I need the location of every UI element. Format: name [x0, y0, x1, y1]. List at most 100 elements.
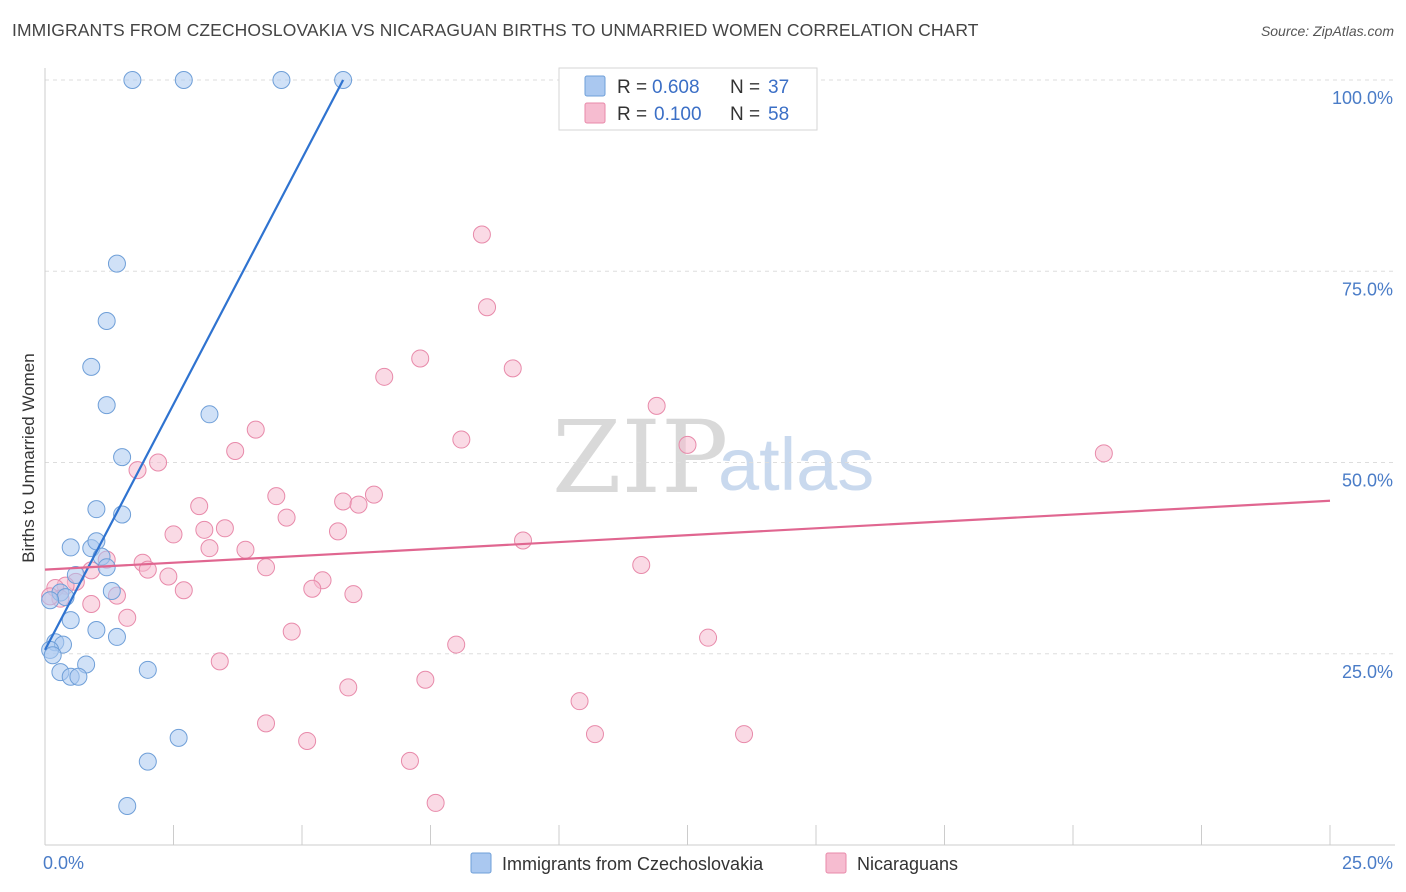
y-axis-label: Births to Unmarried Women: [19, 353, 38, 562]
y-tick-label-0: 25.0%: [1342, 662, 1393, 682]
point-nicaraguans-10: [1094, 444, 1113, 463]
point-nicaraguans-49: [339, 678, 358, 697]
point-nicaraguans-18: [277, 508, 296, 527]
point-nicaraguans-52: [298, 731, 317, 750]
point-czechoslovakia-35: [118, 796, 137, 815]
point-nicaraguans-43: [118, 608, 137, 627]
point-czechoslovakia-9: [113, 448, 132, 467]
bottom-legend-label-czechoslovakia: Immigrants from Czechoslovakia: [502, 854, 764, 874]
point-nicaraguans-7: [226, 442, 245, 461]
point-nicaraguans-3: [375, 367, 394, 386]
point-nicaraguans-42: [82, 595, 101, 614]
point-czechoslovakia-10: [87, 500, 106, 519]
point-czechoslovakia-8: [200, 405, 219, 424]
point-nicaraguans-50: [570, 692, 589, 711]
x-tick-labels: 0.0% 25.0%: [43, 853, 1393, 873]
legend-r-label-1: R =: [617, 77, 647, 98]
point-nicaraguans-56: [426, 793, 445, 812]
point-nicaraguans-1: [478, 298, 497, 317]
point-czechoslovakia-32: [138, 660, 157, 679]
point-nicaraguans-55: [400, 751, 419, 770]
point-nicaraguans-5: [647, 396, 666, 415]
point-nicaraguans-47: [210, 652, 229, 671]
y-tick-labels: 25.0% 50.0% 75.0% 100.0%: [1332, 88, 1393, 682]
point-nicaraguans-12: [128, 461, 147, 480]
point-nicaraguans-32: [159, 567, 178, 586]
x-tick-label-1: 25.0%: [1342, 853, 1393, 873]
point-czechoslovakia-6: [82, 357, 101, 376]
point-czechoslovakia-4: [107, 254, 126, 273]
point-nicaraguans-23: [514, 531, 533, 550]
axes: [44, 68, 1395, 846]
point-nicaraguans-44: [282, 622, 301, 641]
point-nicaraguans-15: [334, 492, 353, 511]
point-nicaraguans-20: [215, 519, 234, 538]
legend-r-label-2: R =: [617, 104, 647, 125]
point-czechoslovakia-5: [97, 311, 116, 330]
series-nicaraguans-points: [41, 225, 1113, 812]
watermark-atlas: atlas: [718, 423, 874, 506]
point-nicaraguans-36: [303, 579, 322, 598]
point-nicaraguans-22: [328, 522, 347, 541]
point-nicaraguans-24: [200, 539, 219, 558]
gridlines: [45, 79, 1395, 655]
bottom-legend-swatch-czechoslovakia: [470, 852, 492, 874]
chart-title: IMMIGRANTS FROM CZECHOSLOVAKIA VS NICARA…: [12, 20, 979, 40]
watermark-zip: ZIP: [552, 399, 728, 516]
point-nicaraguans-19: [164, 525, 183, 544]
point-czechoslovakia-18: [102, 582, 121, 601]
point-nicaraguans-17: [190, 497, 209, 516]
y-tick-label-3: 100.0%: [1332, 88, 1393, 108]
point-nicaraguans-46: [447, 635, 466, 654]
legend-n-value-2: 58: [768, 104, 789, 125]
point-czechoslovakia-7: [97, 396, 116, 415]
legend-swatch-nicaraguans: [584, 102, 606, 124]
point-nicaraguans-9: [678, 435, 697, 454]
trend-line-nicaraguans: [44, 499, 1331, 571]
legend-box: R = 0.608 N = 37 R = 0.100 N = 58: [558, 67, 818, 131]
point-czechoslovakia-23: [107, 627, 126, 646]
legend-n-label-2: N =: [730, 104, 760, 125]
point-nicaraguans-0: [472, 225, 491, 244]
point-czechoslovakia-1: [174, 71, 193, 89]
point-nicaraguans-25: [236, 540, 255, 559]
trend-lines: [44, 79, 1331, 651]
point-nicaraguans-29: [632, 556, 651, 575]
point-nicaraguans-13: [267, 487, 286, 506]
bottom-legend-swatch-nicaraguans: [825, 852, 847, 874]
point-nicaraguans-6: [246, 420, 265, 439]
legend-r-value-1: 0.608: [652, 77, 700, 98]
point-nicaraguans-11: [149, 453, 168, 472]
point-czechoslovakia-33: [169, 728, 188, 747]
point-czechoslovakia-36: [41, 591, 60, 610]
source-label: Source: ZipAtlas.com: [1260, 23, 1394, 39]
legend-r-value-2: 0.100: [654, 104, 702, 125]
point-czechoslovakia-0: [123, 71, 142, 89]
point-czechoslovakia-34: [138, 752, 157, 771]
legend-n-label-1: N =: [730, 77, 760, 98]
point-czechoslovakia-22: [87, 621, 106, 640]
bottom-legend: Immigrants from Czechoslovakia Nicaragua…: [470, 852, 958, 874]
point-czechoslovakia-12: [61, 538, 80, 557]
x-tick-label-0: 0.0%: [43, 853, 84, 873]
point-czechoslovakia-21: [61, 611, 80, 630]
point-nicaraguans-16: [349, 495, 368, 514]
point-nicaraguans-4: [503, 359, 522, 378]
point-nicaraguans-21: [195, 520, 214, 539]
point-nicaraguans-51: [257, 714, 276, 733]
legend-swatch-czechoslovakia: [584, 75, 606, 97]
series-czechoslovakia-points: [41, 71, 353, 815]
point-nicaraguans-48: [416, 670, 435, 689]
point-nicaraguans-45: [699, 628, 718, 647]
bottom-legend-label-nicaraguans: Nicaraguans: [857, 854, 958, 874]
y-tick-label-1: 50.0%: [1342, 471, 1393, 491]
legend-n-value-1: 37: [768, 77, 789, 98]
y-tick-label-2: 75.0%: [1342, 279, 1393, 299]
point-nicaraguans-2: [411, 349, 430, 368]
point-nicaraguans-14: [364, 485, 383, 504]
point-nicaraguans-30: [257, 558, 276, 577]
point-nicaraguans-40: [344, 585, 363, 604]
trend-line-czechoslovakia: [44, 79, 345, 651]
point-czechoslovakia-2: [272, 71, 291, 89]
